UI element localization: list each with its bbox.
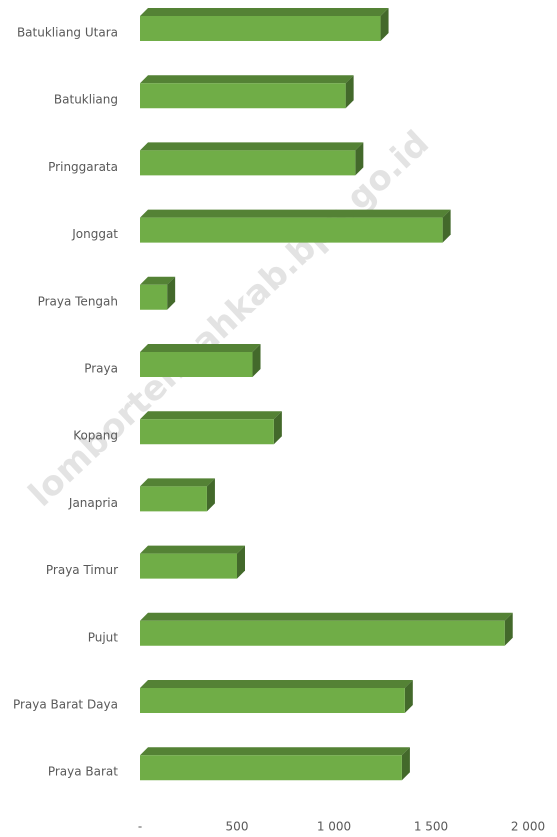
bar-top	[140, 545, 245, 554]
bar-front	[140, 688, 405, 713]
bar-top	[140, 680, 413, 688]
x-tick-label: 2 000	[511, 820, 545, 834]
bar-top	[140, 747, 410, 756]
bar-top	[140, 612, 513, 621]
y-tick-label: Praya Tengah	[38, 294, 118, 308]
x-tick-label: 1 000	[317, 820, 351, 834]
bar-front	[140, 83, 346, 109]
y-tick-label: Pujut	[88, 630, 119, 644]
bar	[140, 478, 215, 512]
bar	[140, 411, 282, 445]
bar	[140, 344, 261, 377]
bar-front	[140, 16, 381, 41]
y-tick-label: Batukliang Utara	[17, 26, 118, 40]
bar-side	[273, 411, 282, 445]
x-tick-label: 1 500	[414, 820, 448, 834]
bar	[140, 680, 413, 713]
bar-top	[140, 8, 389, 16]
bar	[140, 747, 410, 781]
y-tick-label: Praya Timur	[46, 563, 118, 577]
bar-top	[140, 209, 451, 218]
bar-front	[140, 419, 274, 445]
bar-front	[140, 217, 443, 243]
bar-top	[140, 142, 364, 151]
bar	[140, 545, 245, 579]
bar-top	[140, 478, 215, 487]
y-tick-label: Kopang	[73, 429, 118, 443]
bar-top	[140, 75, 354, 84]
bar-side	[504, 612, 513, 646]
bar	[140, 8, 389, 41]
y-tick-label: Batukliang	[54, 93, 118, 107]
bar-top	[140, 276, 176, 285]
bar-side	[401, 747, 410, 781]
watermark: lombortengahkab.bps.go.id	[21, 123, 437, 515]
bar-front	[140, 150, 356, 176]
bar-front	[140, 553, 237, 579]
bar-side	[380, 8, 389, 41]
bar-front	[140, 755, 402, 781]
bar-top	[140, 411, 282, 420]
y-tick-label: Pringgarata	[48, 160, 118, 174]
bar	[140, 209, 451, 243]
y-tick-label: Janapria	[68, 496, 118, 510]
bar-front	[140, 352, 253, 377]
x-tick-label: -	[138, 820, 142, 834]
bar-side	[167, 276, 176, 310]
bar-side	[206, 478, 215, 512]
bar	[140, 142, 364, 176]
x-tick-label: 500	[226, 820, 249, 834]
y-tick-label: Jonggat	[71, 227, 118, 241]
bar	[140, 612, 513, 646]
y-tick-label: Praya	[84, 362, 118, 376]
y-tick-label: Praya Barat Daya	[13, 698, 118, 712]
bar-front	[140, 620, 505, 646]
bar-side	[345, 75, 354, 109]
bar-side	[404, 680, 413, 713]
bar-front	[140, 284, 168, 310]
bar	[140, 75, 354, 109]
bar-side	[355, 142, 364, 176]
bar-top	[140, 344, 261, 352]
bar-side	[442, 209, 451, 243]
bar-side	[252, 344, 261, 377]
y-tick-label: Praya Barat	[48, 765, 118, 779]
bar-front	[140, 486, 207, 512]
bar-side	[237, 545, 245, 579]
bar	[140, 276, 176, 310]
